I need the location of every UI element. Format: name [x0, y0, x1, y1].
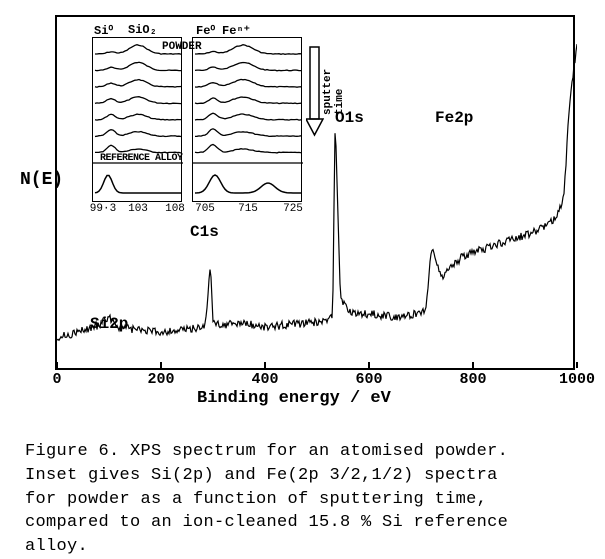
inset-label-fe0: Fe⁰ — [196, 23, 215, 38]
x-tick-label: 800 — [459, 371, 486, 388]
main-chart: 02004006008001000 Binding energy / eV Si… — [55, 15, 575, 370]
inset-label-sputter: sputter time — [322, 69, 346, 115]
figure-caption: Figure 6. XPS spectrum for an atomised p… — [25, 440, 580, 559]
inset-label-si0: Si⁰ — [94, 23, 113, 38]
caption-line-4: compared to an ion-cleaned 15.8 % Si ref… — [25, 511, 580, 535]
inset-label-powder: POWDER — [162, 41, 202, 53]
inset-fe-tick-1: 715 — [238, 203, 258, 215]
inset-label-fen: Feⁿ⁺ — [222, 23, 250, 38]
peak-label-c1s: C1s — [190, 223, 219, 241]
peak-label-fe2p: Fe2p — [435, 109, 473, 127]
x-axis-label: Binding energy / eV — [197, 389, 391, 408]
inset-si-traces — [93, 38, 183, 203]
x-tick-label: 0 — [52, 371, 61, 388]
caption-line-2: Inset gives Si(2p) and Fe(2p 3/2,1/2) sp… — [25, 464, 580, 488]
inset-fe-panel: 705 715 725 — [192, 37, 302, 202]
x-tick-label: 200 — [147, 371, 174, 388]
inset-label-sio2: SiO₂ — [128, 23, 157, 37]
inset-si-tick-2: 108 — [165, 203, 185, 215]
inset-si-tick-0: 99·3 — [90, 203, 116, 215]
figure-container: N(E) 02004006008001000 Binding energy / … — [25, 15, 580, 425]
caption-line-5: alloy. — [25, 535, 580, 559]
x-tick-label: 400 — [251, 371, 278, 388]
inset-fe-traces — [193, 38, 303, 203]
caption-line-3: for powder as a function of sputtering t… — [25, 488, 580, 512]
inset-fe-tick-0: 705 — [195, 203, 215, 215]
inset-fe-tick-2: 725 — [283, 203, 303, 215]
inset-panel: 99·3 103 108 705 715 725 Si⁰ SiO₂ Fe⁰ Fe… — [92, 25, 327, 220]
inset-label-reference: REFERENCE ALLOY — [100, 153, 183, 164]
x-tick-label: 1000 — [559, 371, 595, 388]
inset-si-panel: 99·3 103 108 — [92, 37, 182, 202]
caption-line-1: Figure 6. XPS spectrum for an atomised p… — [25, 440, 580, 464]
peak-label-si2p: Si2p — [90, 315, 128, 333]
x-tick-label: 600 — [355, 371, 382, 388]
inset-si-tick-1: 103 — [128, 203, 148, 215]
